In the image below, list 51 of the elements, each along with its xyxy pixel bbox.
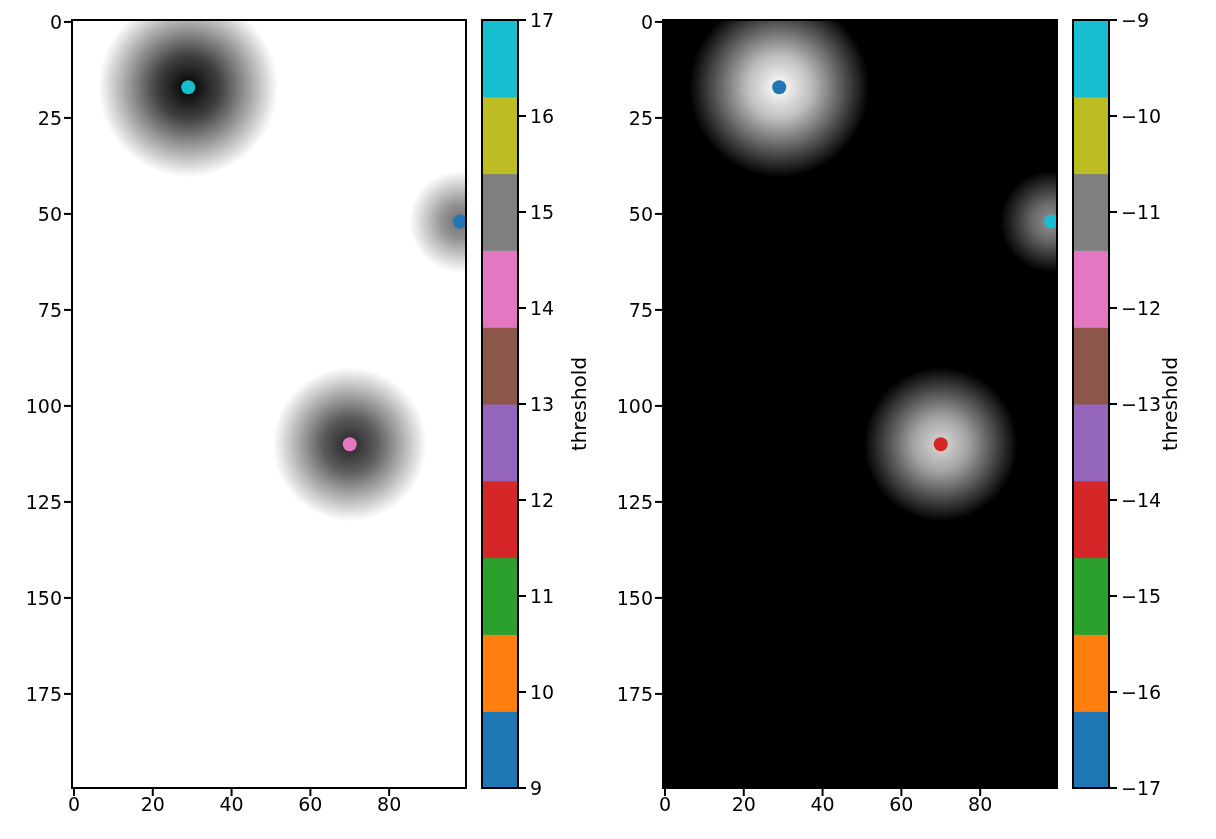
color-bar-label: −17 <box>1121 777 1162 799</box>
y-tick-label: 100 <box>25 394 62 417</box>
color-bar-label: 16 <box>530 105 555 127</box>
y-tick-label: 175 <box>25 682 62 705</box>
color-bar-label: −14 <box>1121 489 1162 511</box>
x-tick-label: 60 <box>889 793 914 816</box>
y-tick-label: 125 <box>616 490 653 513</box>
color-bar-label: −10 <box>1121 105 1162 127</box>
color-bar-label: −11 <box>1121 201 1162 223</box>
y-tick-label: 25 <box>628 106 653 129</box>
x-tick-label: 40 <box>810 793 835 816</box>
x-tick-label: 40 <box>219 793 244 816</box>
y-tick-label: 50 <box>628 202 653 225</box>
x-tick-label: 0 <box>67 793 81 816</box>
point <box>1044 214 1057 229</box>
x-tick-label: 60 <box>298 793 323 816</box>
y-tick-label: 50 <box>37 202 62 225</box>
y-tick-label: 0 <box>49 10 62 33</box>
color-bar-label: 13 <box>530 393 555 415</box>
x-tick-label: 80 <box>968 793 993 816</box>
color-bar-label: −13 <box>1121 393 1162 415</box>
point <box>342 437 357 452</box>
y-tick-label: 0 <box>640 10 653 33</box>
point <box>181 80 196 95</box>
color-bar-title: threshold <box>567 356 591 452</box>
color-bar-label: −16 <box>1121 681 1162 703</box>
color-bar-label: −15 <box>1121 585 1162 607</box>
color-bar-label: 11 <box>530 585 555 607</box>
y-tick-label: 150 <box>616 586 653 609</box>
x-tick-label: 20 <box>731 793 756 816</box>
color-bar-label: 10 <box>530 681 555 703</box>
color-bar-label: −9 <box>1121 9 1150 31</box>
color-bar-label: 12 <box>530 489 555 511</box>
color-bar-label: 17 <box>530 9 555 31</box>
point <box>453 214 466 229</box>
x-tick-label: 0 <box>658 793 672 816</box>
y-tick-label: 125 <box>25 490 62 513</box>
color-bar-label: 14 <box>530 297 555 319</box>
x-tick-label: 20 <box>140 793 165 816</box>
color-bar-label: 15 <box>530 201 555 223</box>
y-tick-label: 75 <box>628 298 653 321</box>
color-bar-label: −12 <box>1121 297 1162 319</box>
y-tick-label: 150 <box>25 586 62 609</box>
y-tick-label: 175 <box>616 682 653 705</box>
color-bar-label: 9 <box>530 777 543 799</box>
y-tick-label: 25 <box>37 106 62 129</box>
x-tick-label: 80 <box>377 793 402 816</box>
y-tick-label: 75 <box>37 298 62 321</box>
y-tick-label: 100 <box>616 394 653 417</box>
point <box>933 437 948 452</box>
point <box>772 80 787 95</box>
